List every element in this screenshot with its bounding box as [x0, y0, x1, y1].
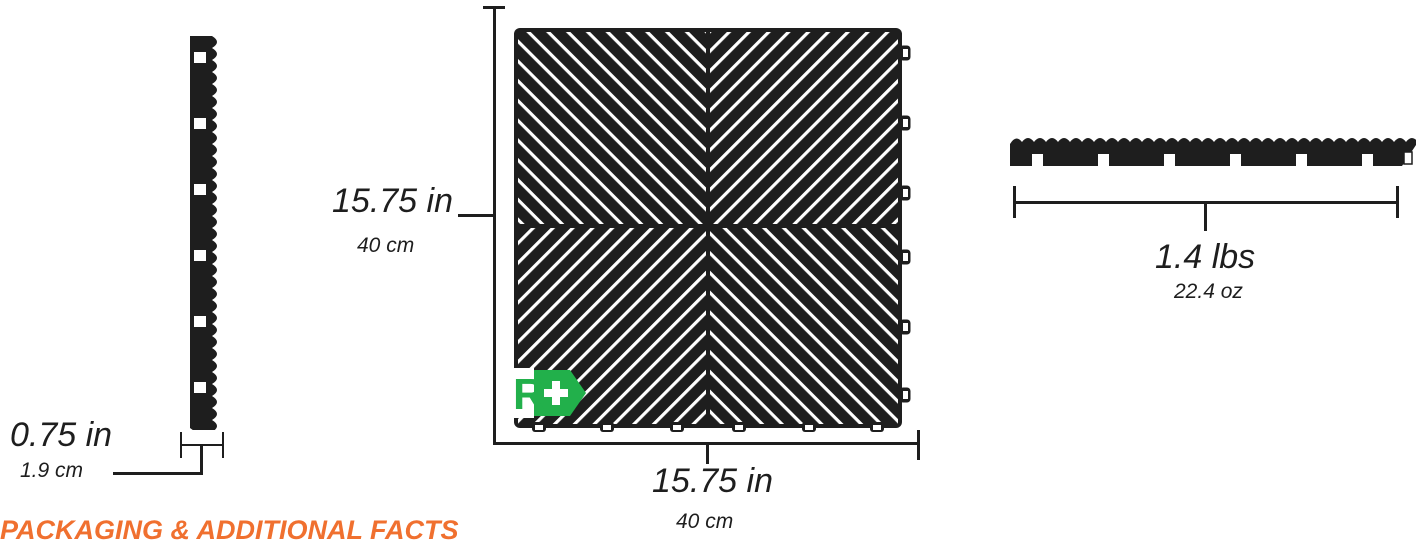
height-metric-label: 40 cm	[357, 234, 415, 257]
svg-text:R: R	[513, 370, 545, 419]
section-heading: PACKAGING & ADDITIONAL FACTS	[0, 515, 459, 545]
thickness-imperial-label: 0.75 in	[10, 416, 113, 454]
tile-side-profile-horizontal	[1010, 138, 1416, 166]
weight-dimension-tick-right	[1396, 186, 1399, 218]
height-axis-line	[493, 6, 496, 444]
width-axis-right-cap	[917, 430, 920, 460]
weight-dimension-tick-left	[1013, 186, 1016, 218]
width-metric-label: 40 cm	[676, 510, 734, 533]
thickness-leader-horizontal	[113, 472, 203, 475]
thickness-metric-label: 1.9 cm	[20, 459, 84, 482]
weight-imperial-label: 1.4 lbs	[1155, 238, 1256, 276]
height-axis-top-cap	[483, 6, 505, 9]
tile-top-view: R	[513, 28, 911, 432]
tile-quadrant-top-left	[518, 32, 706, 224]
weight-metric-label: 22.4 oz	[1174, 280, 1243, 303]
tile-quadrant-bottom-right	[710, 228, 898, 424]
width-imperial-label: 15.75 in	[652, 462, 773, 500]
height-leader-line	[458, 214, 494, 217]
weight-leader-line	[1204, 201, 1207, 231]
width-leader-line	[706, 442, 709, 464]
brand-badge-logo: R	[513, 368, 586, 419]
tile-quadrant-top-right	[710, 32, 898, 224]
tile-side-profile-vertical	[190, 36, 217, 430]
height-imperial-label: 15.75 in	[332, 182, 453, 220]
thickness-leader-vertical	[200, 444, 203, 474]
